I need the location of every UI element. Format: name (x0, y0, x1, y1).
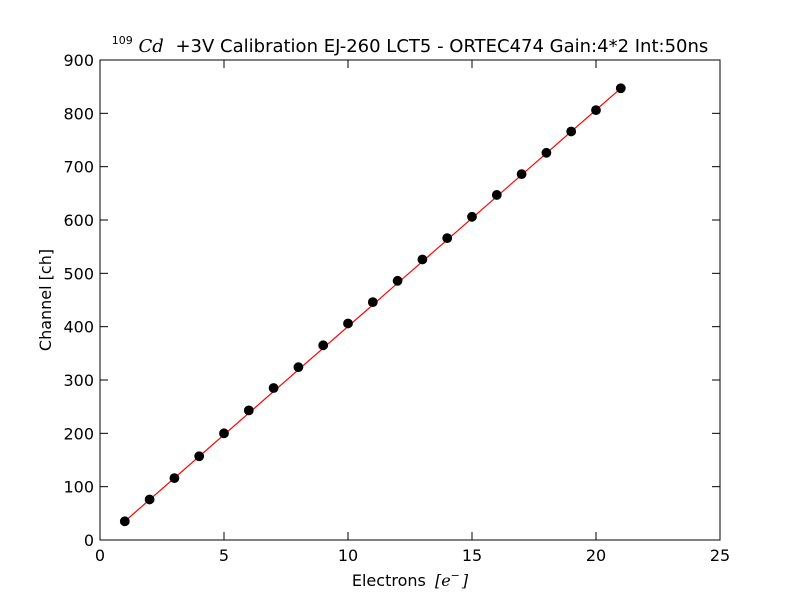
axes-frame (99, 59, 721, 541)
x-axis-label-text: Electrons (352, 571, 426, 590)
data-point (417, 254, 428, 265)
data-point (367, 297, 378, 308)
x-tick-label: 10 (338, 546, 358, 565)
data-point (343, 318, 353, 329)
data-point (392, 275, 403, 286)
x-axis-label-bracket-open: [ (435, 571, 442, 590)
x-tick-label: 15 (462, 546, 482, 565)
data-point (318, 340, 329, 351)
data-point (219, 428, 229, 439)
x-axis-label-bracket-close: ] (461, 571, 469, 590)
data-point (467, 211, 477, 222)
y-ticks: 0 100 200 300 400 500 600 700 800 900 (63, 51, 720, 550)
data-points-layer (119, 83, 626, 527)
y-tick-label: 400 (63, 318, 94, 337)
plot-area: 0 5 10 15 20 25 0 100 200 300 400 500 600 700 800 900 (63, 51, 730, 565)
title-isotope-mass: 109 (112, 34, 133, 47)
data-point (566, 126, 577, 137)
x-axis-label-unit: e (441, 571, 450, 590)
data-point (516, 169, 527, 180)
title-isotope-element: Cd (138, 36, 163, 57)
chart-title: 109 Cd +3V Calibration EJ-260 LCT5 - ORT… (112, 28, 709, 57)
x-ticks: 0 5 10 15 20 25 (95, 60, 730, 565)
data-point (169, 473, 180, 484)
data-point (119, 516, 130, 527)
x-tick-label: 25 (710, 546, 730, 565)
x-tick-label: 0 (95, 546, 105, 565)
data-point (541, 147, 552, 158)
data-point (243, 405, 254, 416)
data-point (268, 383, 279, 393)
x-axis-label: Electrons [e−] (352, 569, 469, 590)
y-tick-label: 0 (84, 531, 94, 550)
data-point (442, 233, 453, 244)
y-tick-label: 700 (63, 158, 94, 177)
data-point (144, 494, 155, 505)
y-tick-label: 600 (63, 211, 94, 230)
data-point (293, 362, 304, 373)
y-tick-label: 900 (63, 51, 94, 70)
data-point (194, 451, 205, 462)
y-axis-label: Channel [ch] (36, 249, 55, 351)
y-tick-label: 300 (63, 371, 94, 390)
data-point (591, 105, 601, 116)
data-point (491, 190, 502, 200)
y-tick-label: 100 (63, 478, 94, 497)
title-text: +3V Calibration EJ-260 LCT5 - ORTEC474 G… (175, 36, 708, 57)
x-tick-label: 5 (219, 546, 229, 565)
data-point (615, 83, 626, 94)
y-tick-label: 800 (63, 104, 94, 123)
x-tick-label: 20 (586, 546, 606, 565)
x-axis-label-unit-sup: − (451, 569, 460, 582)
y-tick-label: 500 (63, 264, 94, 283)
y-tick-label: 200 (63, 424, 94, 443)
